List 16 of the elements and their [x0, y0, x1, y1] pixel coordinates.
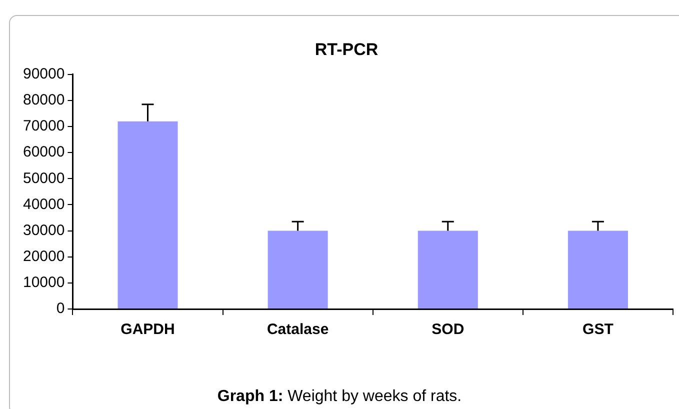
x-tick-label: Catalase [266, 321, 329, 338]
caption: Graph 1: Weight by weeks of rats. [216, 388, 463, 406]
y-tick-label: 40000 [22, 196, 65, 213]
y-tick-label: 90000 [22, 66, 65, 83]
y-tick-label: 30000 [22, 222, 65, 239]
y-tick-label: 60000 [22, 144, 65, 161]
y-tick-label: 80000 [22, 92, 65, 109]
chart-title: RT-PCR [314, 40, 378, 59]
y-tick-label: 70000 [22, 118, 65, 135]
y-tick-label: 10000 [22, 274, 65, 292]
y-tick-label: 0 [56, 300, 65, 318]
x-tick-label: GST [582, 321, 614, 338]
x-tick-label: GAPDH [120, 321, 175, 338]
y-tick-label: 20000 [22, 248, 65, 266]
y-tick-label: 50000 [22, 170, 65, 187]
x-tick-label: SOD [432, 321, 464, 338]
